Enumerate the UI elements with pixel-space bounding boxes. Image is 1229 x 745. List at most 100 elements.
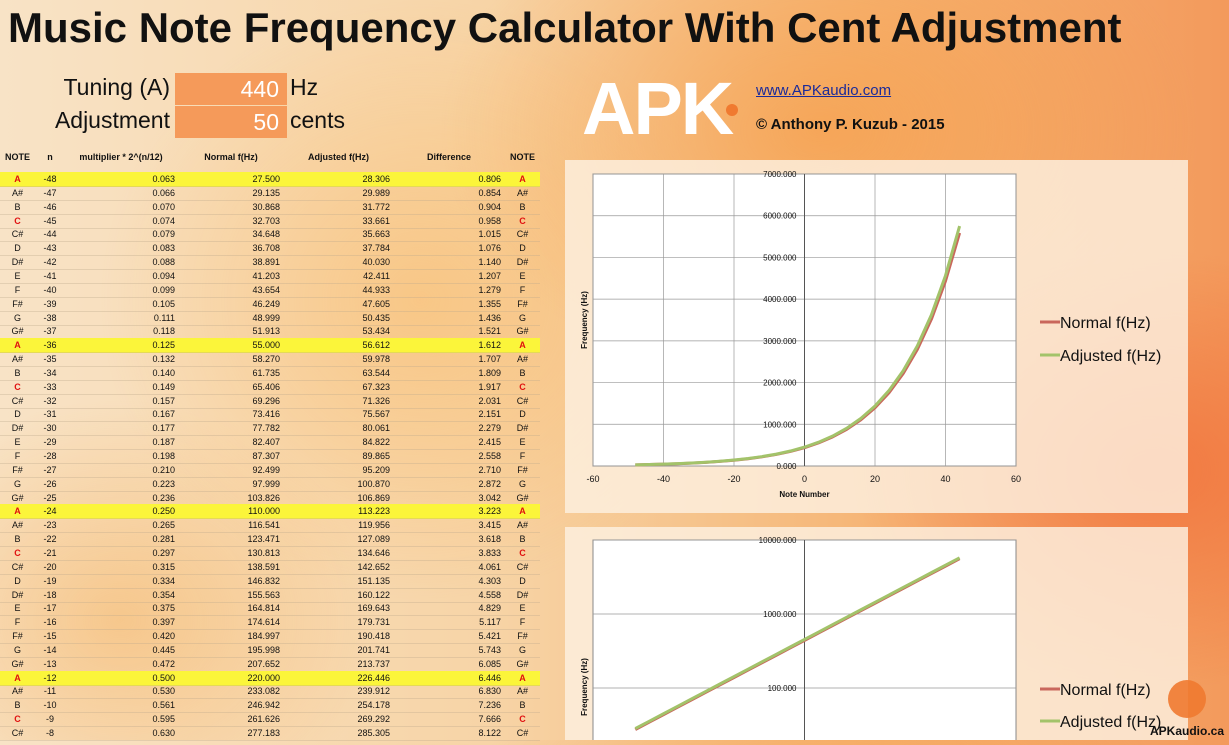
table-cell: 4.829: [478, 603, 501, 614]
table-cell: 0.904: [478, 201, 501, 212]
table-cell: G#: [11, 326, 24, 337]
table-cell: 67.323: [362, 381, 390, 392]
table-cell: 6.446: [478, 672, 501, 683]
table-cell: 0.132: [152, 354, 175, 365]
table-cell: E: [519, 437, 526, 448]
table-cell: 80.061: [362, 423, 390, 434]
table-row: C# -20 0.315 138.591 142.652 4.061 C#: [0, 560, 540, 575]
table-cell: 0.630: [152, 728, 175, 738]
table-cell: 146.832: [247, 575, 280, 586]
table-cell: 2.031: [478, 395, 501, 406]
table-cell: -48: [43, 174, 57, 184]
table-cell: -19: [43, 575, 57, 586]
table-cell: D: [519, 409, 526, 420]
table-cell: 1.707: [478, 354, 501, 365]
y-tick-label: 1000.000: [763, 610, 797, 619]
table-cell: 4.061: [478, 561, 501, 572]
table-cell: 0.187: [152, 437, 175, 448]
table-cell: 77.782: [252, 423, 280, 434]
table-cell: A#: [11, 520, 23, 531]
table-cell: 53.434: [362, 326, 390, 337]
url-link[interactable]: www.APKaudio.com: [756, 82, 892, 99]
table-row: C -21 0.297 130.813 134.646 3.833 C: [0, 546, 540, 561]
table-cell: 0.079: [152, 229, 175, 240]
header-cell: NOTE: [509, 152, 535, 162]
table-cell: 0.281: [152, 534, 175, 545]
table-row: F -16 0.397 174.614 179.731 5.117 F: [0, 615, 540, 631]
table-row: E -17 0.375 164.814 169.643 4.829 E: [0, 601, 540, 617]
table-cell: 55.000: [252, 340, 280, 351]
table-row: B -22 0.281 123.471 127.089 3.618 B: [0, 532, 540, 548]
table-row: B -46 0.070 30.868 31.772 0.904 B: [0, 200, 540, 215]
table-cell: 2.872: [478, 478, 501, 489]
table-cell: 100.870: [357, 478, 390, 489]
tuning-label: Tuning (A): [63, 74, 170, 100]
table-cell: 0.198: [152, 451, 175, 461]
table-cell: 277.183: [247, 728, 280, 738]
table-cell: -33: [43, 381, 57, 392]
table-cell: -30: [43, 423, 57, 434]
table-cell: 0.854: [478, 187, 501, 198]
table-cell: 1.140: [478, 257, 501, 268]
table-cell: 254.178: [357, 700, 390, 711]
table-cell: 1.917: [478, 381, 501, 392]
table-cell: 1.015: [478, 229, 501, 240]
table-cell: 32.703: [252, 215, 280, 226]
table-row: A# -35 0.132 58.270 59.978 1.707 A#: [0, 352, 540, 368]
table-row: D# -30 0.177 77.782 80.061 2.279 D#: [0, 421, 540, 437]
table-cell: B: [14, 700, 21, 711]
table-cell: -12: [43, 672, 57, 683]
table-cell: 0.210: [152, 464, 175, 475]
table-cell: 4.303: [478, 575, 501, 586]
table-cell: D#: [11, 257, 24, 268]
table-cell: -26: [43, 478, 57, 489]
table-cell: 38.891: [252, 257, 280, 268]
table-cell: 0.223: [152, 478, 175, 489]
table-cell: 0.445: [152, 644, 175, 655]
table-cell: 190.418: [357, 631, 390, 642]
table-cell: C: [14, 714, 21, 725]
table-cell: 0.265: [152, 520, 175, 531]
table-cell: A#: [516, 354, 528, 365]
table-cell: 5.421: [478, 631, 501, 642]
table-row: E -29 0.187 82.407 84.822 2.415 E: [0, 435, 540, 451]
table-cell: 179.731: [357, 617, 390, 628]
table-cell: A: [519, 340, 526, 351]
tuning-value[interactable]: 440: [175, 73, 287, 105]
table-cell: C: [519, 381, 526, 392]
table-row: F -28 0.198 87.307 89.865 2.558 F: [0, 449, 540, 464]
title: Music Note Frequency Calculator With Cen…: [8, 4, 1122, 51]
header-cell: Adjusted f(Hz): [308, 152, 369, 162]
table-cell: C#: [11, 229, 24, 240]
legend-label: Normal f(Hz): [1060, 682, 1151, 699]
table-cell: 0.088: [152, 257, 175, 268]
y-axis-title: Frequency (Hz): [580, 291, 589, 349]
table-cell: -13: [43, 658, 57, 669]
series-line: [635, 225, 962, 467]
table-cell: 261.626: [247, 714, 280, 725]
table-cell: A: [14, 340, 21, 351]
table-cell: 75.567: [362, 409, 390, 420]
table-cell: 95.209: [362, 464, 390, 475]
table-cell: B: [519, 367, 526, 378]
table-cell: 1.076: [478, 243, 501, 254]
table-cell: F#: [12, 298, 23, 309]
table-cell: B: [14, 201, 21, 212]
table-cell: -9: [45, 714, 54, 725]
adjustment-value[interactable]: 50: [175, 106, 287, 138]
table-cell: -27: [43, 464, 57, 475]
table-cell: 285.305: [357, 728, 390, 738]
table-cell: 2.710: [478, 464, 501, 475]
scroll-button[interactable]: [1168, 680, 1206, 718]
header-cell: n: [47, 152, 53, 162]
table-cell: 1.612: [478, 340, 501, 351]
table-cell: A#: [516, 187, 528, 198]
table-cell: A#: [11, 686, 23, 697]
table-row: B -34 0.140 61.735 63.544 1.809 B: [0, 366, 540, 381]
table-cell: A#: [516, 520, 528, 531]
table-cell: 160.122: [357, 589, 390, 600]
linear-chart: 0.000 1000.000 2000.000 3000.000 4000.000 500…: [580, 170, 1161, 499]
y-axis-title: Frequency (Hz): [580, 658, 589, 716]
table-cell: C: [519, 215, 526, 226]
table-cell: 0.375: [152, 603, 175, 614]
